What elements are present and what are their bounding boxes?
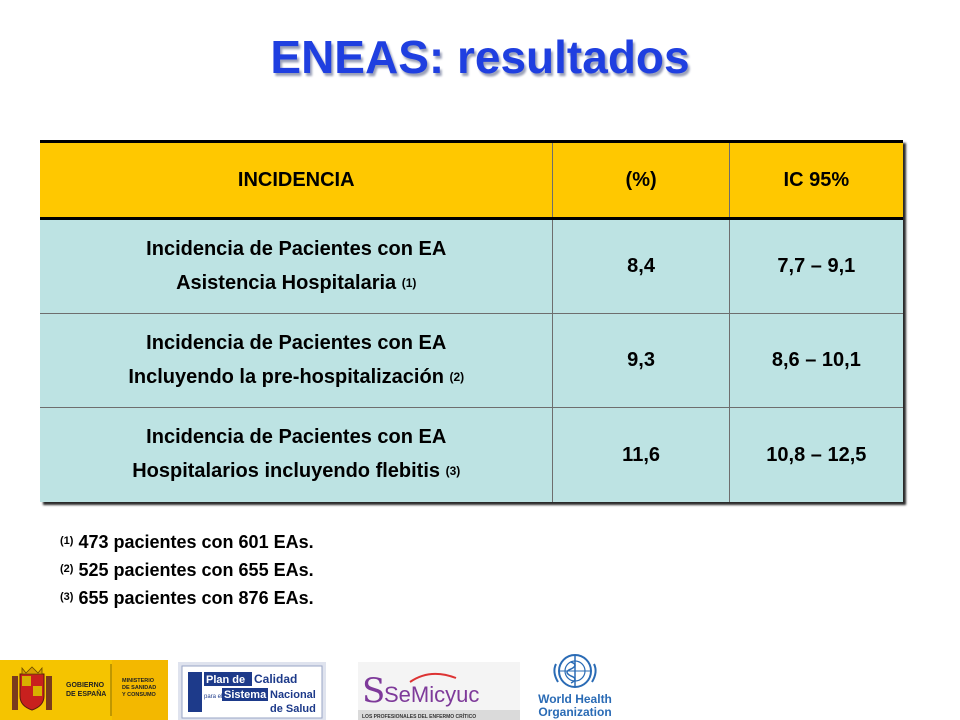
row-value: 11,6 <box>552 407 730 502</box>
svg-text:MINISTERIO: MINISTERIO <box>122 678 155 684</box>
footnote: (3) 655 pacientes con 876 EAs. <box>60 588 314 608</box>
svg-text:DE ESPAÑA: DE ESPAÑA <box>66 689 106 698</box>
row-ci: 10,8 – 12,5 <box>729 407 903 502</box>
header-incidencia: INCIDENCIA <box>40 140 554 220</box>
plan-calidad-logo: Plan de Calidad para el Sistema Nacional… <box>178 662 326 720</box>
svg-text:DE SANIDAD: DE SANIDAD <box>122 685 156 691</box>
svg-text:Calidad: Calidad <box>254 672 297 686</box>
row-value: 8,4 <box>552 218 730 314</box>
svg-text:World Health: World Health <box>538 692 612 706</box>
row-ref: (2) <box>449 369 465 384</box>
svg-text:Plan de: Plan de <box>206 674 245 686</box>
row-description: Incidencia de Pacientes con EA Hospitala… <box>40 407 554 502</box>
svg-text:GOBIERNO: GOBIERNO <box>66 682 105 689</box>
row-ref: (3) <box>445 464 461 478</box>
coat-of-arms-icon <box>12 666 52 711</box>
svg-text:para el: para el <box>204 694 222 700</box>
svg-text:LOS PROFESIONALES DEL ENFERMO: LOS PROFESIONALES DEL ENFERMO CRÍTICO <box>362 712 476 720</box>
logo-bar: GOBIERNO DE ESPAÑA MINISTERIO DE SANIDAD… <box>0 648 960 720</box>
svg-text:de Salud: de Salud <box>270 703 316 715</box>
row-line1: Incidencia de Pacientes con EA <box>146 237 447 260</box>
row-ci: 8,6 – 10,1 <box>729 313 903 408</box>
table-header-row: INCIDENCIA (%) IC 95% <box>40 140 903 220</box>
row-line1: Incidencia de Pacientes con EA <box>146 426 447 448</box>
results-table: INCIDENCIA (%) IC 95% Incidencia de Paci… <box>40 140 903 502</box>
row-ref: (1) <box>401 275 417 290</box>
header-percent: (%) <box>552 140 730 220</box>
row-ci: 7,7 – 9,1 <box>729 218 903 314</box>
table-row: Incidencia de Pacientes con EA Incluyend… <box>40 313 903 408</box>
svg-text:SeMicyuc: SeMicyuc <box>384 682 479 707</box>
gobierno-ministerio-logo: GOBIERNO DE ESPAÑA MINISTERIO DE SANIDAD… <box>0 660 168 720</box>
page-title: ENEAS: resultados <box>270 31 690 83</box>
svg-text:Nacional: Nacional <box>270 689 316 701</box>
row-line2: Hospitalarios incluyendo flebitis <box>132 460 441 482</box>
footnotes: (1) 473 pacientes con 601 EAs. (2) 525 p… <box>60 530 314 614</box>
footnote: (1) 473 pacientes con 601 EAs. <box>60 532 314 552</box>
table-row: Incidencia de Pacientes con EA Asistenci… <box>40 218 903 314</box>
footnote: (2) 525 pacientes con 655 EAs. <box>60 560 314 580</box>
row-description: Incidencia de Pacientes con EA Incluyend… <box>40 313 554 408</box>
row-line2: Incluyendo la pre-hospitalización <box>128 365 444 388</box>
row-line2: Asistencia Hospitalaria <box>176 271 397 294</box>
row-line1: Incidencia de Pacientes con EA <box>146 331 447 354</box>
svg-text:Y CONSUMO: Y CONSUMO <box>122 692 157 698</box>
row-description: Incidencia de Pacientes con EA Asistenci… <box>40 218 554 314</box>
svg-text:S: S <box>362 671 385 711</box>
semicyuc-logo: S SeMicyuc LOS PROFESIONALES DEL ENFERMO… <box>358 662 520 720</box>
table-row: Incidencia de Pacientes con EA Hospitala… <box>40 407 903 502</box>
header-ci95: IC 95% <box>729 140 903 220</box>
who-emblem-icon <box>553 654 597 688</box>
svg-text:Sistema: Sistema <box>224 689 267 701</box>
svg-text:Organization: Organization <box>538 705 611 719</box>
row-value-highlight: 9,3 <box>552 313 730 408</box>
who-logo: World Health Organization <box>538 654 612 719</box>
